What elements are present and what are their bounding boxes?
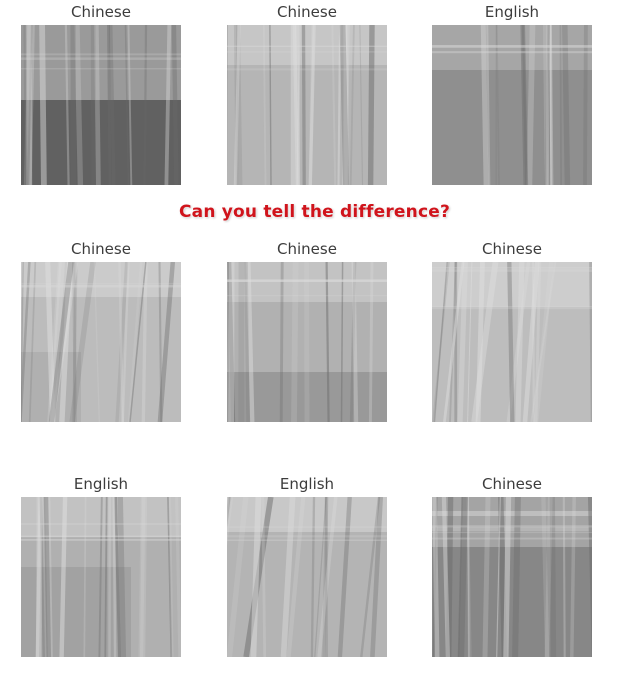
spectrogram-image: [432, 497, 592, 657]
tile-label: English: [279, 475, 335, 493]
tile-label: Chinese: [482, 475, 542, 493]
tile-label: English: [73, 475, 129, 493]
spectrogram-image: [227, 25, 387, 185]
tile-label: Chinese: [71, 3, 131, 21]
tile-label: Chinese: [482, 240, 542, 258]
spectrogram-image: [227, 262, 387, 422]
tile-label: Chinese: [277, 240, 337, 258]
spectrogram-image: [432, 25, 592, 185]
spectrogram-image: [21, 262, 181, 422]
tile-label: Chinese: [277, 3, 337, 21]
tile-label: English: [484, 3, 540, 21]
spectrogram-image: [21, 497, 181, 657]
spectrogram-image: [432, 262, 592, 422]
tile-label: Chinese: [71, 240, 131, 258]
spectrogram-image: [227, 497, 387, 657]
banner-text: Can you tell the difference?: [178, 202, 451, 222]
spectrogram-image: [21, 25, 181, 185]
